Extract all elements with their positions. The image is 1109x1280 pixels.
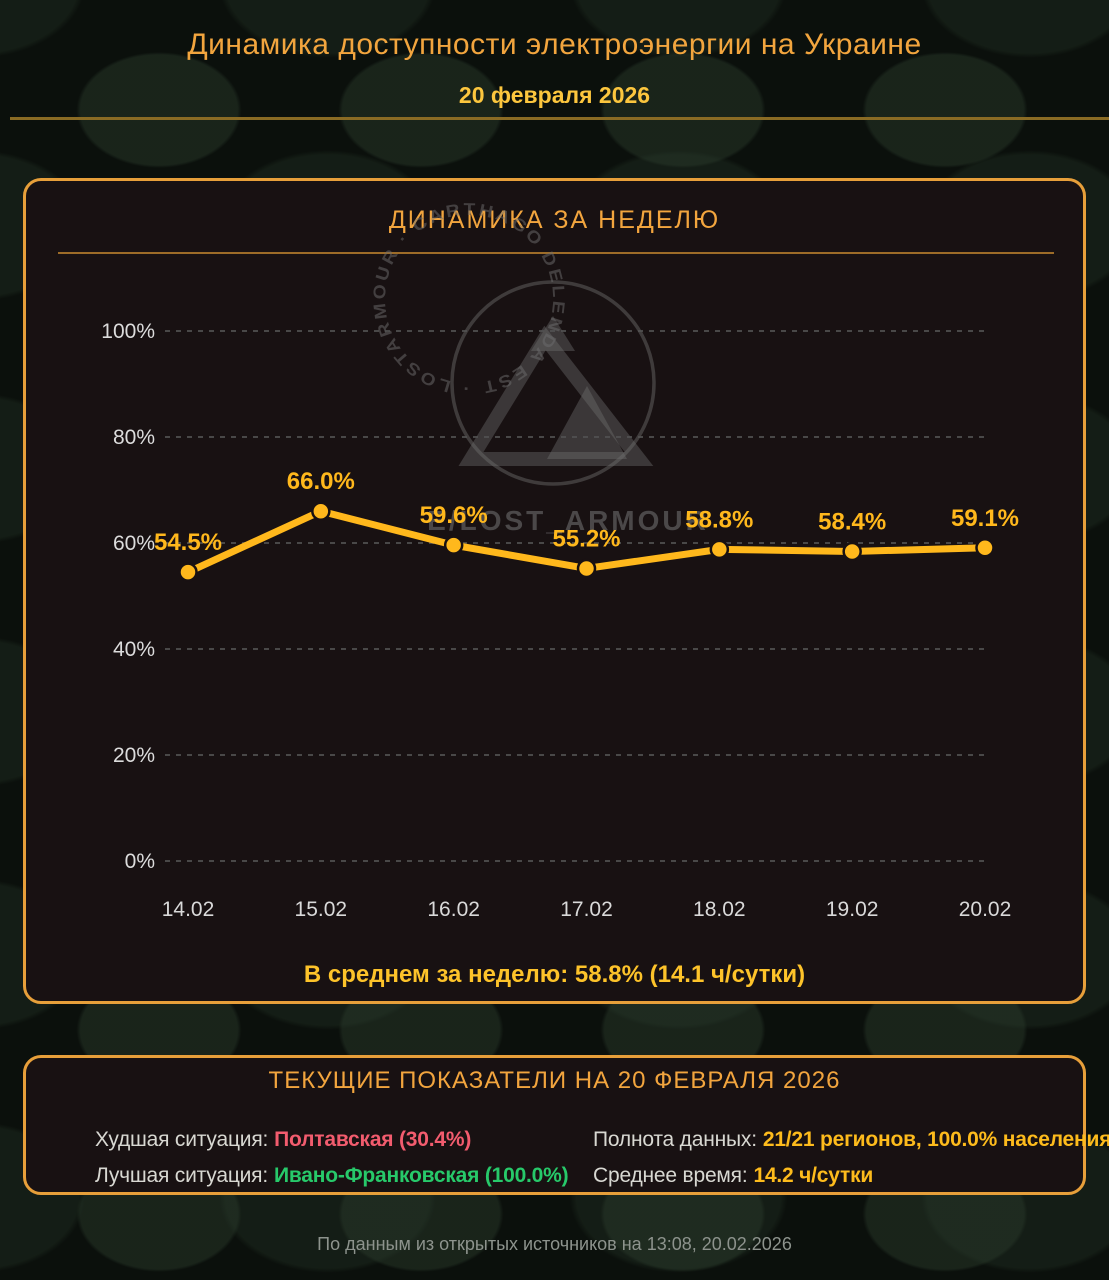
header-divider [10,117,1109,120]
data-completeness-row: Полнота данных: 21/21 регионов, 100.0% на… [593,1122,1109,1158]
current-indicators-right-column: Полнота данных: 21/21 регионов, 100.0% на… [593,1122,1109,1194]
worst-situation-row: Худшая ситуация: Полтавская (30.4%) [95,1122,568,1158]
best-situation-value: Ивано-Франковская (100.0%) [273,1164,569,1187]
chart-title: ДИНАМИКА ЗА НЕДЕЛЮ [388,206,721,234]
current-indicators-left-column: Худшая ситуация: Полтавская (30.4%) Лучша… [95,1122,569,1194]
current-indicators-panel [23,1055,1086,1195]
data-completeness-label: Полнота данных: [593,1128,757,1151]
page-date: 20 февраля 2026 [458,82,651,108]
best-situation-row: Лучшая ситуация: Ивано-Франковская (100.0… [95,1158,569,1194]
page-title: Динамика доступности электроэнергии на У… [187,28,922,61]
average-time-row: Среднее время: 14.2 ч/сутки [593,1158,1109,1194]
source-note: По данным из открытых источников на 13:0… [317,1234,792,1254]
weekly-dynamics-panel [23,178,1086,1004]
best-situation-label: Лучшая ситуация: [95,1164,268,1187]
worst-situation-label: Худшая ситуация: [95,1128,269,1151]
current-indicators-title: ТЕКУЩИЕ ПОКАЗАТЕЛИ НА 20 ФЕВРАЛЯ 2026 [268,1067,841,1094]
average-time-label: Среднее время: [593,1164,748,1187]
data-completeness-value: 21/21 регионов, 100.0% населения [762,1128,1109,1151]
weekly-average: В среднем за неделю: 58.8% (14.1 ч/сутки… [303,961,806,988]
worst-situation-value: Полтавская (30.4%) [274,1128,472,1151]
average-time-value: 14.2 ч/сутки [753,1164,874,1187]
chart-title-divider [58,252,1054,254]
